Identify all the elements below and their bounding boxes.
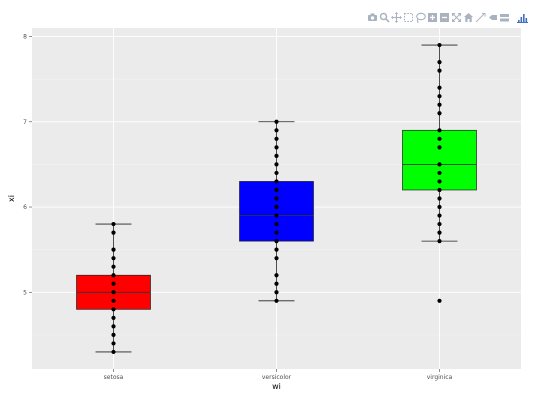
- data-point: [274, 273, 279, 278]
- data-point: [274, 281, 279, 286]
- data-point: [437, 128, 442, 133]
- y-tick-label: 6: [23, 204, 27, 211]
- data-point: [111, 307, 116, 312]
- data-point: [274, 153, 279, 158]
- data-point: [437, 204, 442, 210]
- data-point: [437, 230, 442, 235]
- data-point: [111, 324, 116, 329]
- data-point: [111, 256, 116, 261]
- x-tick-label: virginica: [427, 374, 453, 381]
- reset-axes-icon[interactable]: [463, 12, 474, 23]
- x-tick-label: versicolor: [262, 374, 292, 381]
- hover-compare-icon[interactable]: [499, 12, 510, 23]
- data-point: [274, 187, 279, 193]
- data-point: [111, 273, 116, 278]
- box-select-icon[interactable]: [403, 12, 414, 23]
- data-point: [437, 136, 442, 141]
- data-point: [437, 213, 442, 218]
- data-point: [437, 60, 442, 65]
- box-setosa: [76, 221, 151, 355]
- data-point: [274, 179, 279, 184]
- data-point: [111, 315, 116, 320]
- data-point: [437, 42, 442, 48]
- data-point: [111, 332, 116, 337]
- data-point: [274, 230, 279, 235]
- data-point: [111, 349, 116, 355]
- data-point: [111, 221, 116, 227]
- lasso-select-icon[interactable]: [415, 12, 426, 23]
- data-point: [274, 145, 279, 150]
- data-point: [437, 187, 442, 193]
- hover-closest-icon[interactable]: [487, 12, 498, 23]
- pan-icon[interactable]: [391, 12, 402, 23]
- data-point: [274, 290, 279, 295]
- box-virginica: [402, 42, 477, 303]
- y-tick-label: 8: [23, 34, 27, 41]
- data-point: [437, 145, 442, 150]
- plotly-logo-icon[interactable]: [517, 12, 528, 23]
- data-point: [274, 239, 279, 244]
- box-versicolor: [239, 119, 314, 303]
- data-point: [437, 239, 442, 244]
- data-point: [437, 179, 442, 184]
- y-tick-label: 7: [23, 119, 27, 126]
- data-point: [437, 196, 442, 201]
- data-point: [437, 85, 442, 90]
- data-point: [437, 170, 442, 176]
- data-point: [274, 170, 279, 176]
- autoscale-icon[interactable]: [451, 12, 462, 23]
- y-tick-label: 5: [23, 289, 27, 296]
- spike-lines-icon[interactable]: [475, 12, 486, 23]
- x-axis-title: wi: [272, 382, 281, 391]
- data-point: [274, 256, 279, 261]
- data-point: [437, 162, 442, 167]
- y-axis-ticks: 5 6 7 8: [23, 34, 32, 296]
- data-point: [274, 128, 279, 133]
- data-point: [111, 230, 116, 235]
- data-point: [274, 136, 279, 141]
- zoom-out-icon[interactable]: [439, 12, 450, 23]
- data-point: [274, 204, 279, 210]
- data-point: [111, 290, 116, 295]
- data-point: [111, 247, 116, 252]
- data-point: [437, 94, 442, 99]
- data-point: [274, 221, 279, 227]
- data-point: [437, 111, 442, 116]
- data-point: [437, 298, 442, 303]
- data-point: [274, 162, 279, 167]
- zoom-in-icon[interactable]: [427, 12, 438, 23]
- y-axis-title: xi: [7, 195, 16, 202]
- data-point: [437, 102, 442, 107]
- zoom-icon[interactable]: [379, 12, 390, 23]
- data-point: [274, 213, 279, 218]
- camera-icon[interactable]: [367, 12, 378, 23]
- data-point: [111, 264, 116, 269]
- data-point: [274, 298, 279, 303]
- x-axis-ticks: setosa versicolor virginica: [104, 369, 453, 381]
- data-point: [274, 196, 279, 201]
- modebar: [367, 12, 528, 23]
- data-point: [437, 68, 442, 73]
- data-point: [111, 281, 116, 286]
- data-point: [437, 221, 442, 227]
- box-series: [76, 42, 477, 355]
- data-point: [111, 341, 116, 346]
- data-point: [274, 247, 279, 252]
- data-point: [111, 298, 116, 303]
- x-tick-label: setosa: [104, 374, 124, 381]
- data-point: [274, 119, 279, 124]
